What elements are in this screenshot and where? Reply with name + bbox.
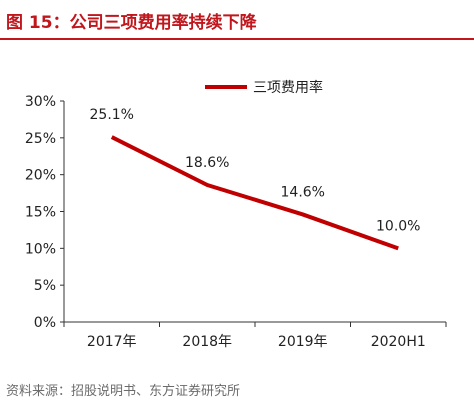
chart-axes bbox=[63, 101, 446, 323]
page-title: 图 15：公司三项费用率持续下降 bbox=[6, 13, 257, 33]
y-tick-label: 15% bbox=[25, 205, 56, 221]
series-line-three-expense-ratio bbox=[110, 135, 399, 251]
y-tick-label: 30% bbox=[25, 94, 56, 110]
x-tick-label: 2018年 bbox=[182, 334, 232, 350]
source-note: 资料来源：招股说明书、东方证券研究所 bbox=[6, 384, 241, 399]
x-tick-label: 2017年 bbox=[87, 334, 137, 350]
data-label: 14.6% bbox=[281, 184, 325, 200]
title-divider bbox=[0, 38, 474, 40]
x-axis-ticks: 2017年 2018年 2019年 2020H1 bbox=[63, 322, 447, 350]
y-tick-label: 20% bbox=[25, 168, 56, 184]
y-axis-ticks: 0% 5% 10% 15% 20% 25% 30% bbox=[25, 94, 64, 331]
chart-legend: 三项费用率 bbox=[205, 79, 323, 96]
x-tick-label: 2020H1 bbox=[371, 334, 426, 350]
y-tick-label: 10% bbox=[25, 241, 56, 257]
x-tick-label: 2019年 bbox=[278, 334, 328, 350]
legend-label: 三项费用率 bbox=[253, 79, 323, 96]
data-label: 18.6% bbox=[185, 155, 229, 171]
y-tick-label: 25% bbox=[25, 131, 56, 147]
data-label: 25.1% bbox=[90, 107, 134, 123]
y-tick-label: 5% bbox=[34, 278, 56, 294]
data-labels: 25.1% 18.6% 14.6% 10.0% bbox=[90, 107, 421, 234]
chart-series bbox=[110, 135, 399, 251]
data-label: 10.0% bbox=[376, 218, 420, 234]
y-tick-label: 0% bbox=[34, 315, 56, 331]
